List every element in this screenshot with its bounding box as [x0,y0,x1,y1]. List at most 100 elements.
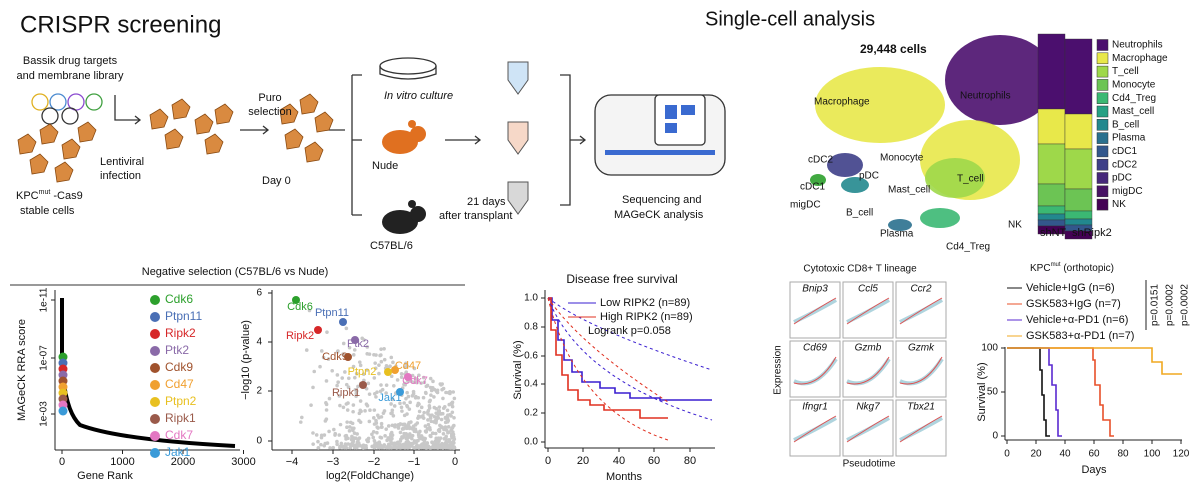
bg-point [337,433,342,437]
subpanel [895,399,947,457]
label: −4 [286,456,299,468]
bg-point [441,431,446,436]
bg-point [345,425,349,430]
bg-point [327,396,332,401]
bg-point [415,380,419,385]
bg-point [366,436,371,441]
legend-label: Vehicle+IgG (n=6) [1026,282,1115,294]
bg-point [368,408,372,413]
legend-label: High RIPK2 (n=89) [600,311,693,323]
bg-point [357,442,361,447]
bg-point [446,425,451,429]
bg-point [432,415,437,419]
bg-point [425,441,430,445]
bg-point [402,434,406,439]
bg-point [367,419,372,424]
bg-point [427,404,432,408]
gene-label: Cd47 [395,360,421,372]
bg-point [398,401,402,406]
bg-point [374,418,378,423]
bg-point [344,382,349,387]
bg-point [399,405,404,410]
bg-point [429,393,433,397]
subpanel [789,399,841,457]
bg-point [430,413,434,417]
section-title: CRISPR screening [20,11,221,38]
tubes [507,61,529,215]
bg-point [346,442,350,446]
bg-point [374,395,378,399]
bg-point [431,431,435,436]
bg-point [364,443,368,448]
bg-point [335,442,339,447]
cluster-label: migDC [790,200,821,211]
trend [899,297,943,325]
label: 0 [452,456,458,468]
bg-point [360,336,365,341]
bg-point [379,353,383,357]
bg-point [436,416,441,420]
bg-point [412,380,416,385]
legend-label: pDC [1112,173,1132,184]
cluster [841,177,869,193]
bg-point [392,404,397,408]
bg-point [427,399,432,404]
cluster [827,153,863,177]
bg-point [346,385,351,390]
bg-point [439,417,444,422]
bg-point [415,439,419,443]
bg-point [410,427,415,431]
cell [77,121,97,143]
bg-point [418,429,422,434]
bg-point [400,409,404,413]
bg-point [314,433,319,437]
bg-point [346,376,351,381]
trend [793,356,837,385]
trend [899,357,944,386]
cell [194,113,214,135]
bg-point [311,385,315,390]
gene-point [58,406,68,416]
cluster-label: B_cell [846,208,873,219]
bg-point [398,430,403,435]
label: Expression [773,345,784,394]
bg-point [393,423,398,427]
bg-point [377,415,381,420]
gene-title: Cd69 [803,343,827,354]
bg-point [421,375,426,380]
bg-point [341,405,346,410]
umap [810,35,1055,231]
bg-point [325,441,330,445]
bg-point [424,429,429,434]
label: log2(FoldChange) [326,470,414,482]
bg-point [404,361,408,366]
cluster [888,219,912,231]
bg-point [422,380,427,385]
label: 80 [684,455,696,467]
bg-point [425,383,430,388]
bg-point [379,383,383,387]
bg-point [389,433,393,438]
bg-point [357,360,362,364]
bg-point [373,366,378,371]
label: 100 [1144,449,1161,460]
cell-line: KPCmut -Cas9 [16,189,83,202]
subpanel [895,281,947,339]
bg-point [416,416,420,420]
bg-point [353,375,357,380]
bg-point [371,435,376,440]
bg-point [407,407,412,411]
legend-label: B_cell [1112,119,1139,130]
bg-point [408,400,412,405]
label: 0 [59,456,65,468]
text: (orthotopic) [1061,263,1114,274]
bg-point [344,402,349,406]
bg-point [312,369,317,374]
legend-dot [150,295,160,305]
bg-point [377,440,382,444]
bg-point [432,395,436,399]
bg-point [447,430,451,434]
bg-point [336,380,340,384]
bg-point [323,419,328,423]
cell [279,103,299,125]
